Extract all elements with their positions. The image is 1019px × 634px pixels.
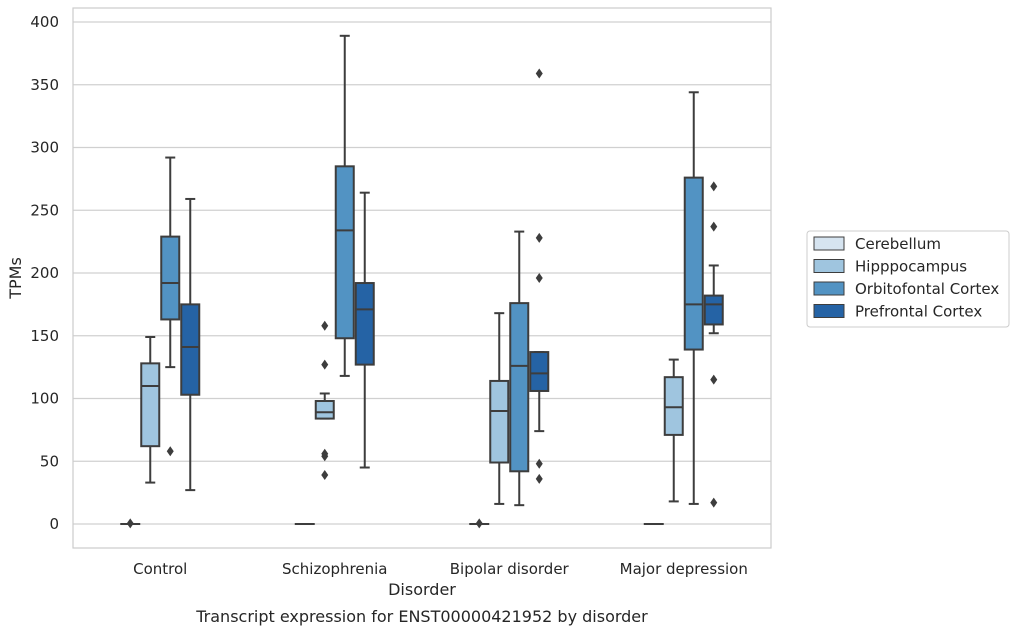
box [120,518,141,529]
box-body [180,303,201,396]
box [334,34,355,377]
box-body [334,165,355,340]
box [489,312,510,505]
outlier-point [535,458,543,469]
box-body [354,282,375,366]
x-tick-label: Schizophrenia [282,560,387,578]
outlier-point [321,320,329,331]
y-tick-label: 200 [30,264,59,282]
y-axis-ticks: 0 50 100 150 200 250 300 350 400 [30,13,59,533]
outlier-point [535,473,543,484]
box [683,91,704,505]
box-body [683,176,704,351]
box-body [140,362,161,448]
x-axis-ticks: Control Schizophrenia Bipolar disorder Majo… [133,560,748,578]
box [180,197,201,492]
legend: Cerebellum Hipppocampus Orbitofontal Corte… [806,230,1010,328]
box-body [314,400,335,420]
x-axis-label: Disorder [388,580,456,599]
y-tick-label: 50 [40,452,59,470]
outlier-point [166,446,174,457]
box [140,336,161,484]
outlier-point [475,518,483,529]
box-plots [120,34,724,529]
outlier-point [710,374,718,385]
box [314,320,335,481]
box-body [663,376,684,436]
legend-frame [806,230,1010,328]
box-body [489,379,510,464]
box-body [703,294,724,326]
box [160,156,181,457]
chart-caption: Transcript expression for ENST0000042195… [195,607,648,626]
outlier-point [321,359,329,370]
outlier-point [535,232,543,243]
box [703,181,724,508]
y-tick-label: 400 [30,13,59,31]
box-body [160,235,181,321]
legend-swatch [813,304,845,318]
y-tick-label: 150 [30,327,59,345]
outlier-point [710,221,718,232]
legend-label: Cerebellum [855,235,941,253]
x-tick-label: Major depression [620,560,748,578]
box [663,358,684,503]
outlier-point [321,451,329,462]
outlier-point [535,273,543,284]
outlier-point [535,68,543,79]
x-tick-label: Bipolar disorder [450,560,570,578]
outlier-point [321,470,329,481]
legend-label: Hipppocampus [855,258,967,276]
y-tick-label: 250 [30,201,59,219]
y-tick-label: 0 [49,515,59,533]
legend-swatch [813,236,845,251]
outlier-point [126,518,134,529]
x-tick-label: Control [133,560,187,578]
legend-swatch [813,281,845,296]
box-body [529,351,550,392]
box [529,68,550,484]
legend-label: Prefrontal Cortex [855,303,982,321]
outlier-point [710,497,718,508]
y-tick-label: 300 [30,139,59,157]
box [469,518,490,529]
box [509,230,530,507]
y-axis-label: TPMs [6,257,25,300]
outlier-point [710,181,718,192]
box [354,191,375,469]
y-tick-label: 350 [30,76,59,94]
legend-label: Orbitofontal Cortex [855,280,999,298]
legend-swatch [813,259,845,273]
box-body [509,302,530,473]
y-tick-label: 100 [30,390,59,408]
plot-frame [72,7,772,549]
